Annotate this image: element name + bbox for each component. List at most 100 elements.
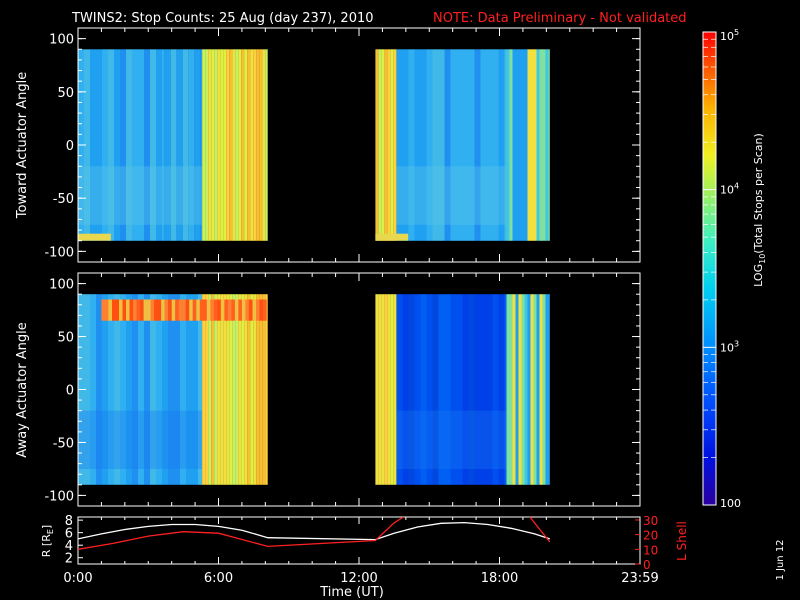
heatmap-band <box>252 299 257 321</box>
y-tick-label-radius: 2 <box>65 552 73 567</box>
heatmap-column <box>244 49 248 241</box>
heatmap-band <box>129 299 134 321</box>
heatmap-column <box>474 294 481 485</box>
lshell-line <box>529 517 551 543</box>
heatmap-column <box>468 294 475 485</box>
heatmap-column <box>244 294 248 485</box>
y-tick-label-lshell: 30 <box>643 514 658 528</box>
heatmap-band <box>189 299 193 321</box>
heatmap-column <box>548 294 550 485</box>
heatmap-column <box>521 49 525 241</box>
heatmap-column <box>229 49 233 241</box>
heatmap-column <box>182 49 189 241</box>
heatmap-column <box>384 294 388 485</box>
heatmap-column <box>542 294 546 485</box>
heatmap-edge <box>78 233 111 241</box>
heatmap-band <box>171 299 176 321</box>
heatmap-band <box>224 299 229 321</box>
heatmap-column <box>426 294 433 485</box>
heatmap-column <box>176 49 183 241</box>
heatmap-column <box>378 49 382 241</box>
heatmap-cells <box>78 49 550 241</box>
y-tick-label: 50 <box>57 86 74 101</box>
heatmap-shade <box>396 166 507 225</box>
heatmap-column <box>381 294 385 485</box>
heatmap-band <box>157 299 162 321</box>
heatmap-column <box>450 49 457 241</box>
heatmap-band <box>108 299 113 321</box>
heatmap-column <box>539 294 543 485</box>
heatmap-column <box>486 294 493 485</box>
heatmap-column <box>444 49 451 241</box>
heatmap-column <box>536 49 540 241</box>
heatmap-column <box>512 294 516 485</box>
heatmap-column <box>492 49 499 241</box>
heatmap-column <box>498 49 505 241</box>
heatmap-column <box>426 49 433 241</box>
heatmap-column <box>387 294 391 485</box>
x-tick-label: 0:00 <box>63 571 92 586</box>
heatmap-column <box>194 49 201 241</box>
panel-toward-heatmap: 100 50 0 -50 -100 <box>44 27 641 263</box>
heatmap-column <box>396 49 403 241</box>
y-tick-label-radius: 4 <box>65 539 73 554</box>
heatmap-shade <box>164 166 203 225</box>
heatmap-column <box>512 49 516 241</box>
heatmap-band <box>164 299 169 321</box>
heatmap-column <box>202 294 206 485</box>
heatmap-column <box>480 49 487 241</box>
heatmap-column <box>164 49 171 241</box>
heatmap-column <box>205 294 209 485</box>
heatmap-column <box>238 294 242 485</box>
heatmap-band <box>220 299 225 321</box>
heatmap-column <box>220 294 224 485</box>
heatmap-column <box>420 294 427 485</box>
heatmap-column <box>174 294 180 485</box>
heatmap-column <box>241 49 245 241</box>
heatmap-band <box>231 299 236 321</box>
heatmap-column <box>506 294 510 485</box>
heatmap-column <box>387 49 391 241</box>
heatmap-column <box>214 49 218 241</box>
heatmap-column <box>515 294 519 485</box>
heatmap-column <box>120 294 126 485</box>
heatmap-column <box>432 49 439 241</box>
heatmap-band <box>136 299 141 321</box>
y-tick-label: 100 <box>49 33 74 48</box>
heatmap-column <box>198 294 203 485</box>
heatmap-column <box>545 49 549 241</box>
y-axis-label-lshell: L Shell <box>675 521 689 561</box>
heatmap-column <box>545 294 549 485</box>
heatmap-column <box>518 49 522 241</box>
heatmap-band <box>213 299 218 321</box>
y-tick-label-lshell: 10 <box>643 543 658 557</box>
colorbar-tick-base: 10 <box>720 341 734 354</box>
heatmap-column <box>265 49 268 241</box>
heatmap-column <box>396 294 403 485</box>
heatmap-column <box>542 49 546 241</box>
heatmap-column <box>120 49 126 241</box>
colorbar-tick-label: 100 <box>720 497 741 510</box>
heatmap-column <box>180 294 186 485</box>
y-tick-label: 50 <box>57 331 74 346</box>
heatmap-column <box>509 294 513 485</box>
heatmap-column <box>132 294 138 485</box>
heatmap-band <box>263 299 267 321</box>
heatmap-column <box>521 294 525 485</box>
heatmap-column <box>256 294 260 485</box>
heatmap-column <box>402 49 409 241</box>
heatmap-column <box>235 49 239 241</box>
heatmap-band <box>140 299 144 321</box>
heatmap-band <box>126 299 130 321</box>
heatmap-column <box>241 294 245 485</box>
colorbar-label: LOG10(Total Stops per Scan) <box>752 133 767 287</box>
colorbar-tick-label: 104 <box>720 182 739 197</box>
heatmap-band <box>199 299 204 321</box>
heatmap-band <box>101 299 106 321</box>
heatmap-band <box>115 299 120 321</box>
heatmap-column <box>524 294 528 485</box>
